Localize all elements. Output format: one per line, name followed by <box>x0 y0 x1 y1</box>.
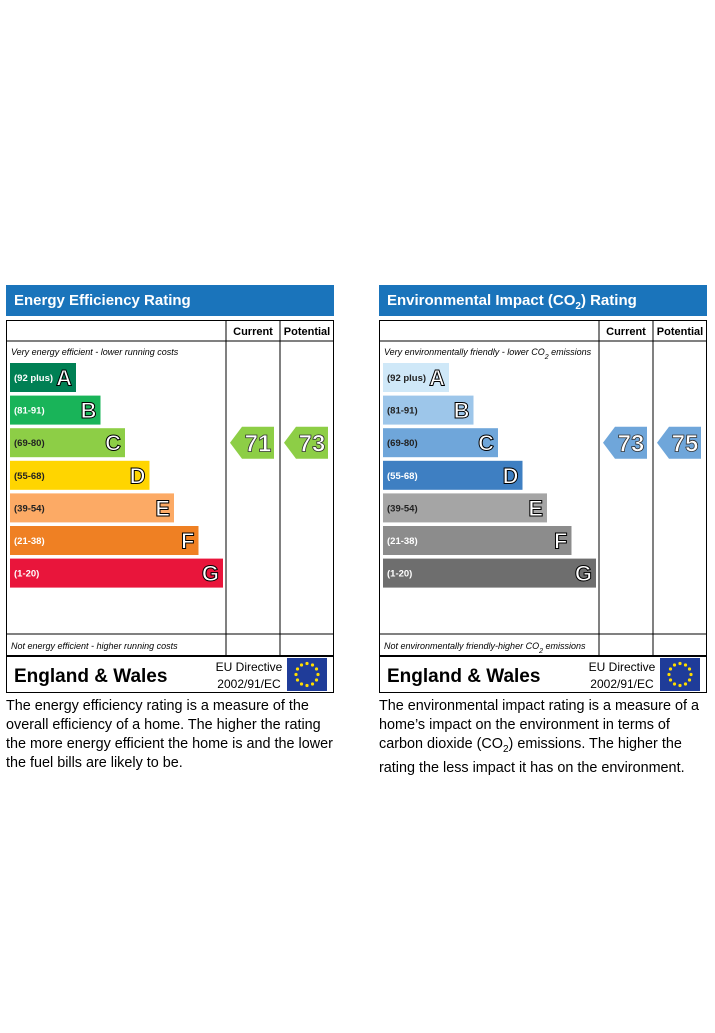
ei-band-a: (92 plus) A <box>383 363 449 392</box>
ei-band-range-g: (1-20) <box>387 569 412 580</box>
ei-title-sub: 2 <box>575 301 581 312</box>
ee-band-range-d: (55-68) <box>14 471 45 482</box>
ei-bottom-note: Not environmentally friendly-higher CO2 … <box>384 641 586 655</box>
ei-description-sub: 2 <box>502 743 509 755</box>
ee-band-c: (69-80) C <box>10 428 125 458</box>
energy-efficiency-panel: Energy Efficiency Rating Current Potentia… <box>6 285 334 773</box>
ei-band-b: (81-91) B <box>383 395 474 425</box>
ei-title: Environmental Impact (CO2) Rating <box>379 285 707 316</box>
ee-band-letter-a: A <box>56 366 72 391</box>
ee-band-range-f: (21-38) <box>14 536 45 547</box>
ei-region: England & Wales <box>387 666 540 687</box>
ei-band-letter-c: C <box>478 431 494 456</box>
ei-grid: Current Potential Very environmentally fri… <box>379 320 707 656</box>
ei-band-letter-a: A <box>429 366 445 391</box>
ee-band-f: (21-38) F <box>10 526 199 555</box>
ee-current-value: 71 <box>245 431 272 458</box>
ee-potential-arrow: 73 <box>284 426 328 459</box>
ei-title-text: Environmental Impact (CO <box>387 292 576 309</box>
ei-col-potential: Potential <box>657 326 703 338</box>
ee-description: The energy efficiency rating is a measur… <box>6 698 333 771</box>
environmental-impact-panel: Environmental Impact (CO2) Rating Curren… <box>379 285 707 778</box>
ei-band-letter-f: F <box>554 529 567 554</box>
ee-band-b: (81-91) B <box>10 395 101 425</box>
ei-footer: England & Wales EU Directive 2002/91/EC <box>379 656 707 693</box>
ee-band-range-g: (1-20) <box>14 569 39 580</box>
ee-band-range-b: (81-91) <box>14 406 45 417</box>
ee-band-letter-g: G <box>202 561 219 586</box>
ee-band-letter-f: F <box>181 529 194 554</box>
ei-potential-value: 75 <box>672 431 699 458</box>
ei-current-arrow: 73 <box>603 426 647 459</box>
ee-band-range-e: (39-54) <box>14 503 45 514</box>
ee-band-e: (39-54) E <box>10 493 174 523</box>
ei-directive-line1: EU Directive <box>589 660 656 674</box>
ee-band-range-a: (92 plus) <box>14 373 53 384</box>
ei-band-letter-d: D <box>503 463 519 488</box>
ei-band-letter-b: B <box>454 398 470 423</box>
ee-footer-svg: England & Wales EU Directive 2002/91/EC <box>6 656 334 693</box>
ee-band-g: (1-20) G <box>10 558 223 588</box>
ee-band-d: (55-68) D <box>10 460 150 490</box>
ee-col-current: Current <box>233 326 273 338</box>
ei-directive-line2: 2002/91/EC <box>590 677 654 691</box>
ei-band-d: (55-68) D <box>383 460 523 490</box>
ee-title: Energy Efficiency Rating <box>6 285 334 316</box>
ee-potential-value: 73 <box>299 431 326 458</box>
ee-band-letter-c: C <box>105 431 121 456</box>
ei-description-text: The environmental impact rating is a mea… <box>379 698 699 752</box>
ee-bottom-note: Not energy efficient - higher running co… <box>11 641 178 651</box>
ee-chart: Current Potential Very energy efficient - … <box>6 320 334 656</box>
ee-grid: Current Potential Very energy efficient - … <box>6 320 334 656</box>
ei-eu-flag-icon <box>660 658 700 691</box>
ee-band-a: (92 plus) A <box>10 363 76 392</box>
ee-band-letter-b: B <box>81 398 97 423</box>
ei-chart: Current Potential Very environmentally fri… <box>379 320 707 656</box>
ee-current-arrow: 71 <box>230 426 274 459</box>
ei-description: The environmental impact rating is a mea… <box>379 697 707 778</box>
ei-current-value: 73 <box>618 431 645 458</box>
ei-band-e: (39-54) E <box>383 493 547 523</box>
ei-footer-svg: England & Wales EU Directive 2002/91/EC <box>379 656 707 693</box>
ee-footer: England & Wales EU Directive 2002/91/EC <box>6 656 334 693</box>
ei-description-end: ) emissions. The higher the rating the l… <box>379 736 685 776</box>
ei-band-letter-e: E <box>528 496 543 521</box>
ee-directive-line2: 2002/91/EC <box>217 677 281 691</box>
ee-band-letter-e: E <box>155 496 170 521</box>
ei-band-range-b: (81-91) <box>387 406 418 417</box>
ee-region: England & Wales <box>14 666 167 687</box>
ei-band-range-d: (55-68) <box>387 471 418 482</box>
ei-band-c: (69-80) C <box>383 428 498 458</box>
ei-band-f: (21-38) F <box>383 526 572 555</box>
ei-top-note: Very environmentally friendly - lower CO… <box>384 347 592 361</box>
ei-title-end: ) Rating <box>580 292 637 309</box>
ei-band-range-f: (21-38) <box>387 536 418 547</box>
ei-band-range-e: (39-54) <box>387 503 418 514</box>
ee-top-note: Very energy efficient - lower running co… <box>11 347 179 357</box>
ei-band-g: (1-20) G <box>383 558 596 588</box>
ei-col-current: Current <box>606 326 646 338</box>
ei-band-range-c: (69-80) <box>387 438 418 449</box>
ee-directive-line1: EU Directive <box>216 660 283 674</box>
ei-potential-arrow: 75 <box>657 426 701 459</box>
ei-band-range-a: (92 plus) <box>387 373 426 384</box>
ee-band-letter-d: D <box>130 463 146 488</box>
ee-band-range-c: (69-80) <box>14 438 45 449</box>
ei-band-letter-g: G <box>575 561 592 586</box>
ee-eu-flag-icon <box>287 658 327 691</box>
ee-col-potential: Potential <box>284 326 330 338</box>
